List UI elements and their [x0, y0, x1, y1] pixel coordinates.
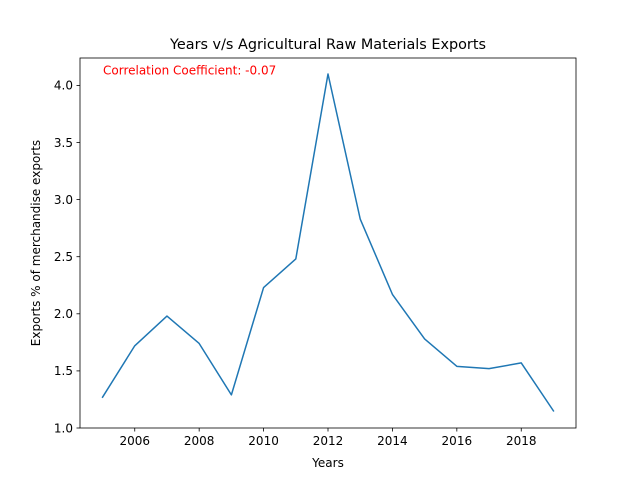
y-tick-label: 3.5	[54, 136, 73, 150]
y-tick-label: 4.0	[54, 79, 73, 93]
y-axis-label: Exports % of merchandise exports	[29, 140, 43, 346]
x-tick-label: 2006	[119, 434, 150, 448]
x-tick-label: 2014	[377, 434, 408, 448]
y-tick-label: 2.0	[54, 307, 73, 321]
y-tick-label: 2.5	[54, 250, 73, 264]
y-tick-label: 1.0	[54, 421, 73, 435]
plot-frame	[79, 57, 577, 429]
chart-title: Years v/s Agricultural Raw Materials Exp…	[169, 37, 486, 53]
x-tick-label: 2018	[506, 434, 537, 448]
axes: 2006 2008 2010 2012 2014 2016 2018 1.0 1.5 2.0 2.5…	[54, 79, 537, 448]
annotation-text: Correlation Coefficient: -0.07	[103, 64, 276, 78]
x-tick-label: 2012	[313, 434, 344, 448]
y-tick-label: 3.0	[54, 193, 73, 207]
y-tick-label: 1.5	[54, 364, 73, 378]
series-line	[101, 73, 555, 412]
x-tick-label: 2008	[184, 434, 215, 448]
x-tick-label: 2016	[442, 434, 473, 448]
plot-area	[101, 73, 555, 412]
x-tick-label: 2010	[248, 434, 279, 448]
x-axis-label: Years	[311, 456, 344, 470]
